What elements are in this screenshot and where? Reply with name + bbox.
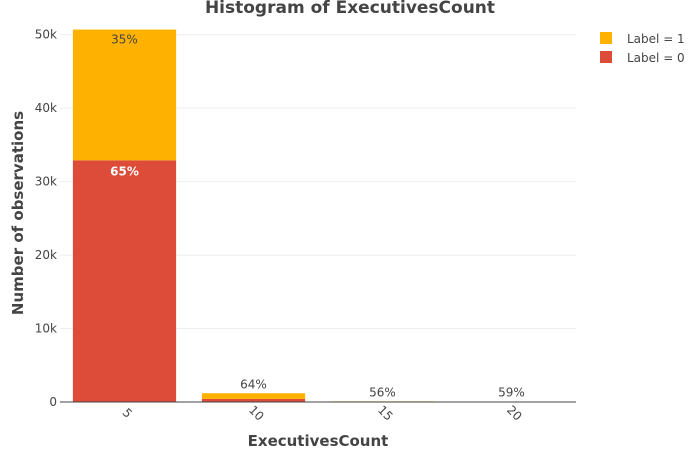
bar-top-label: 35% <box>111 33 138 47</box>
chart-title: Histogram of ExecutivesCount <box>205 0 495 18</box>
bar-top-label: 56% <box>369 385 396 399</box>
bar-top-label: 59% <box>498 386 525 400</box>
x-tick-label: 20 <box>504 403 525 424</box>
y-axis-title: Number of observations <box>9 111 27 315</box>
x-tick-label: 5 <box>120 406 135 421</box>
legend[interactable]: Label = 1 Label = 0 <box>600 32 685 65</box>
bar-top-label: 64% <box>240 377 267 391</box>
bar-data-labels: 35% 65% 64% 56% 59% <box>110 33 525 400</box>
bar-inside-label: 65% <box>110 164 139 178</box>
legend-label: Label = 1 <box>627 32 685 46</box>
y-tick-label: 40k <box>35 101 57 115</box>
x-tick-label: 10 <box>246 403 267 424</box>
bar-label-1-5[interactable] <box>72 29 177 161</box>
y-axis-ticks: 0 10k 20k 30k 40k 50k <box>35 28 57 409</box>
bar-label-0-5[interactable] <box>72 160 177 402</box>
bars <box>72 29 564 402</box>
bar-label-1-10[interactable] <box>201 393 306 399</box>
x-axis-title: ExecutivesCount <box>248 432 389 450</box>
y-tick-label: 10k <box>35 322 57 336</box>
y-tick-label: 0 <box>49 395 57 409</box>
bar-label-0-10[interactable] <box>201 398 306 402</box>
y-tick-label: 20k <box>35 248 57 262</box>
y-tick-label: 50k <box>35 28 57 42</box>
legend-label: Label = 0 <box>627 51 685 65</box>
x-tick-label: 15 <box>375 403 396 424</box>
y-tick-label: 30k <box>35 175 57 189</box>
legend-item-label-1[interactable]: Label = 1 <box>600 32 685 46</box>
legend-swatch <box>600 51 612 63</box>
legend-swatch <box>600 32 612 44</box>
x-axis-ticks: 5 10 15 20 <box>120 403 525 424</box>
legend-item-label-0[interactable]: Label = 0 <box>600 51 685 65</box>
